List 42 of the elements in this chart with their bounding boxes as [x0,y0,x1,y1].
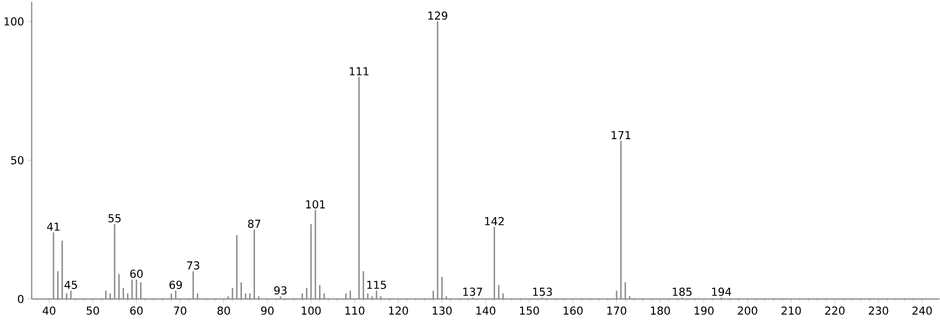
x-tick-label: 170 [607,306,626,315]
annotation: 129 [428,12,448,20]
annotation: 55 [108,214,121,222]
annotation: 194 [712,288,732,296]
x-tick-label: 90 [261,306,274,315]
x-tick-label: 100 [302,306,321,315]
x-tick-label: 140 [476,306,496,315]
x-tick-label: 190 [694,306,714,315]
x-tick-label: 200 [738,306,758,315]
annotation: 60 [130,270,143,278]
x-tick-label: 130 [432,306,452,315]
x-tick-label: 160 [564,306,583,315]
annotation: 171 [612,131,630,140]
x-tick-label: 50 [86,306,99,315]
x-tick-label: 240 [912,306,932,315]
annotation: 45 [64,280,77,290]
annotation: 137 [463,288,482,296]
x-tick-label: 60 [130,306,143,315]
y-tick-label: 50 [11,156,24,164]
x-tick-label: 230 [868,306,888,315]
x-tick-label: 70 [174,306,186,315]
x-tick-label: 210 [782,306,801,315]
annotation: 41 [47,222,60,231]
annotation: 69 [170,280,182,290]
y-tick-label: 100 [4,17,24,26]
y-tick-label: 0 [18,294,24,304]
annotation: 87 [248,220,260,228]
annotation: 101 [306,200,325,209]
annotation: 111 [350,67,368,76]
x-tick-label: 150 [520,306,539,315]
x-tick-label: 180 [651,306,670,315]
x-tick-label: 40 [42,306,56,315]
x-tick-label: 220 [825,306,845,315]
annotation: 185 [672,288,692,296]
annotation: 153 [533,288,552,296]
x-tick-label: 80 [218,306,230,315]
x-tick-label: 110 [345,306,364,315]
annotation: 73 [187,261,200,270]
annotation: 115 [367,280,386,290]
annotation: 93 [274,286,287,295]
annotation: 142 [485,217,504,226]
x-tick-label: 120 [389,306,408,315]
